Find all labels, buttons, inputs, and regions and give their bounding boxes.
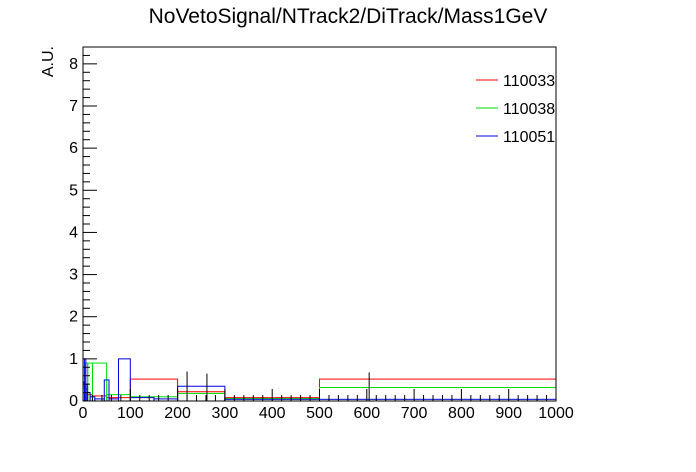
histogram-bin — [177, 392, 226, 402]
x-tick-label: 100 — [117, 405, 144, 422]
legend-label: 110051 — [503, 129, 555, 146]
chart-title: NoVetoSignal/NTrack2/DiTrack/Mass1GeV — [149, 5, 548, 28]
y-tick-label: 4 — [69, 224, 78, 241]
histogram-bin — [129, 397, 155, 402]
x-tick-label: 500 — [306, 405, 333, 422]
y-tick-label: 3 — [69, 267, 78, 284]
y-tick-label: 1 — [69, 351, 78, 368]
legend-label: 110033 — [503, 73, 555, 90]
x-tick-label: 200 — [164, 405, 191, 422]
y-axis-label: A.U. — [40, 46, 57, 77]
x-tick-label: 0 — [79, 405, 88, 422]
y-tick-label: 6 — [69, 140, 78, 157]
y-tick-label: 0 — [69, 393, 78, 410]
x-tick-label: 300 — [212, 405, 239, 422]
histogram-bin — [319, 378, 557, 402]
y-tick-label: 7 — [69, 98, 78, 115]
x-tick-label: 600 — [353, 405, 380, 422]
x-tick-label: 700 — [401, 405, 428, 422]
axes: 0 100 200 300 400 500 600 700 800 900 1000 0 1 2 3 4 5 6 7… — [69, 46, 574, 422]
y-tick-label: 8 — [69, 56, 78, 73]
x-tick-label: 400 — [259, 405, 286, 422]
x-tick-label: 800 — [448, 405, 475, 422]
y-tick-label: 2 — [69, 309, 78, 326]
legend: 110033 110038 110051 — [476, 73, 555, 146]
y-tick-label: 5 — [69, 182, 78, 199]
plot-frame — [82, 46, 557, 402]
x-tick-label: 900 — [495, 405, 522, 422]
legend-label: 110038 — [503, 101, 555, 118]
x-tick-label: 1000 — [538, 405, 574, 422]
